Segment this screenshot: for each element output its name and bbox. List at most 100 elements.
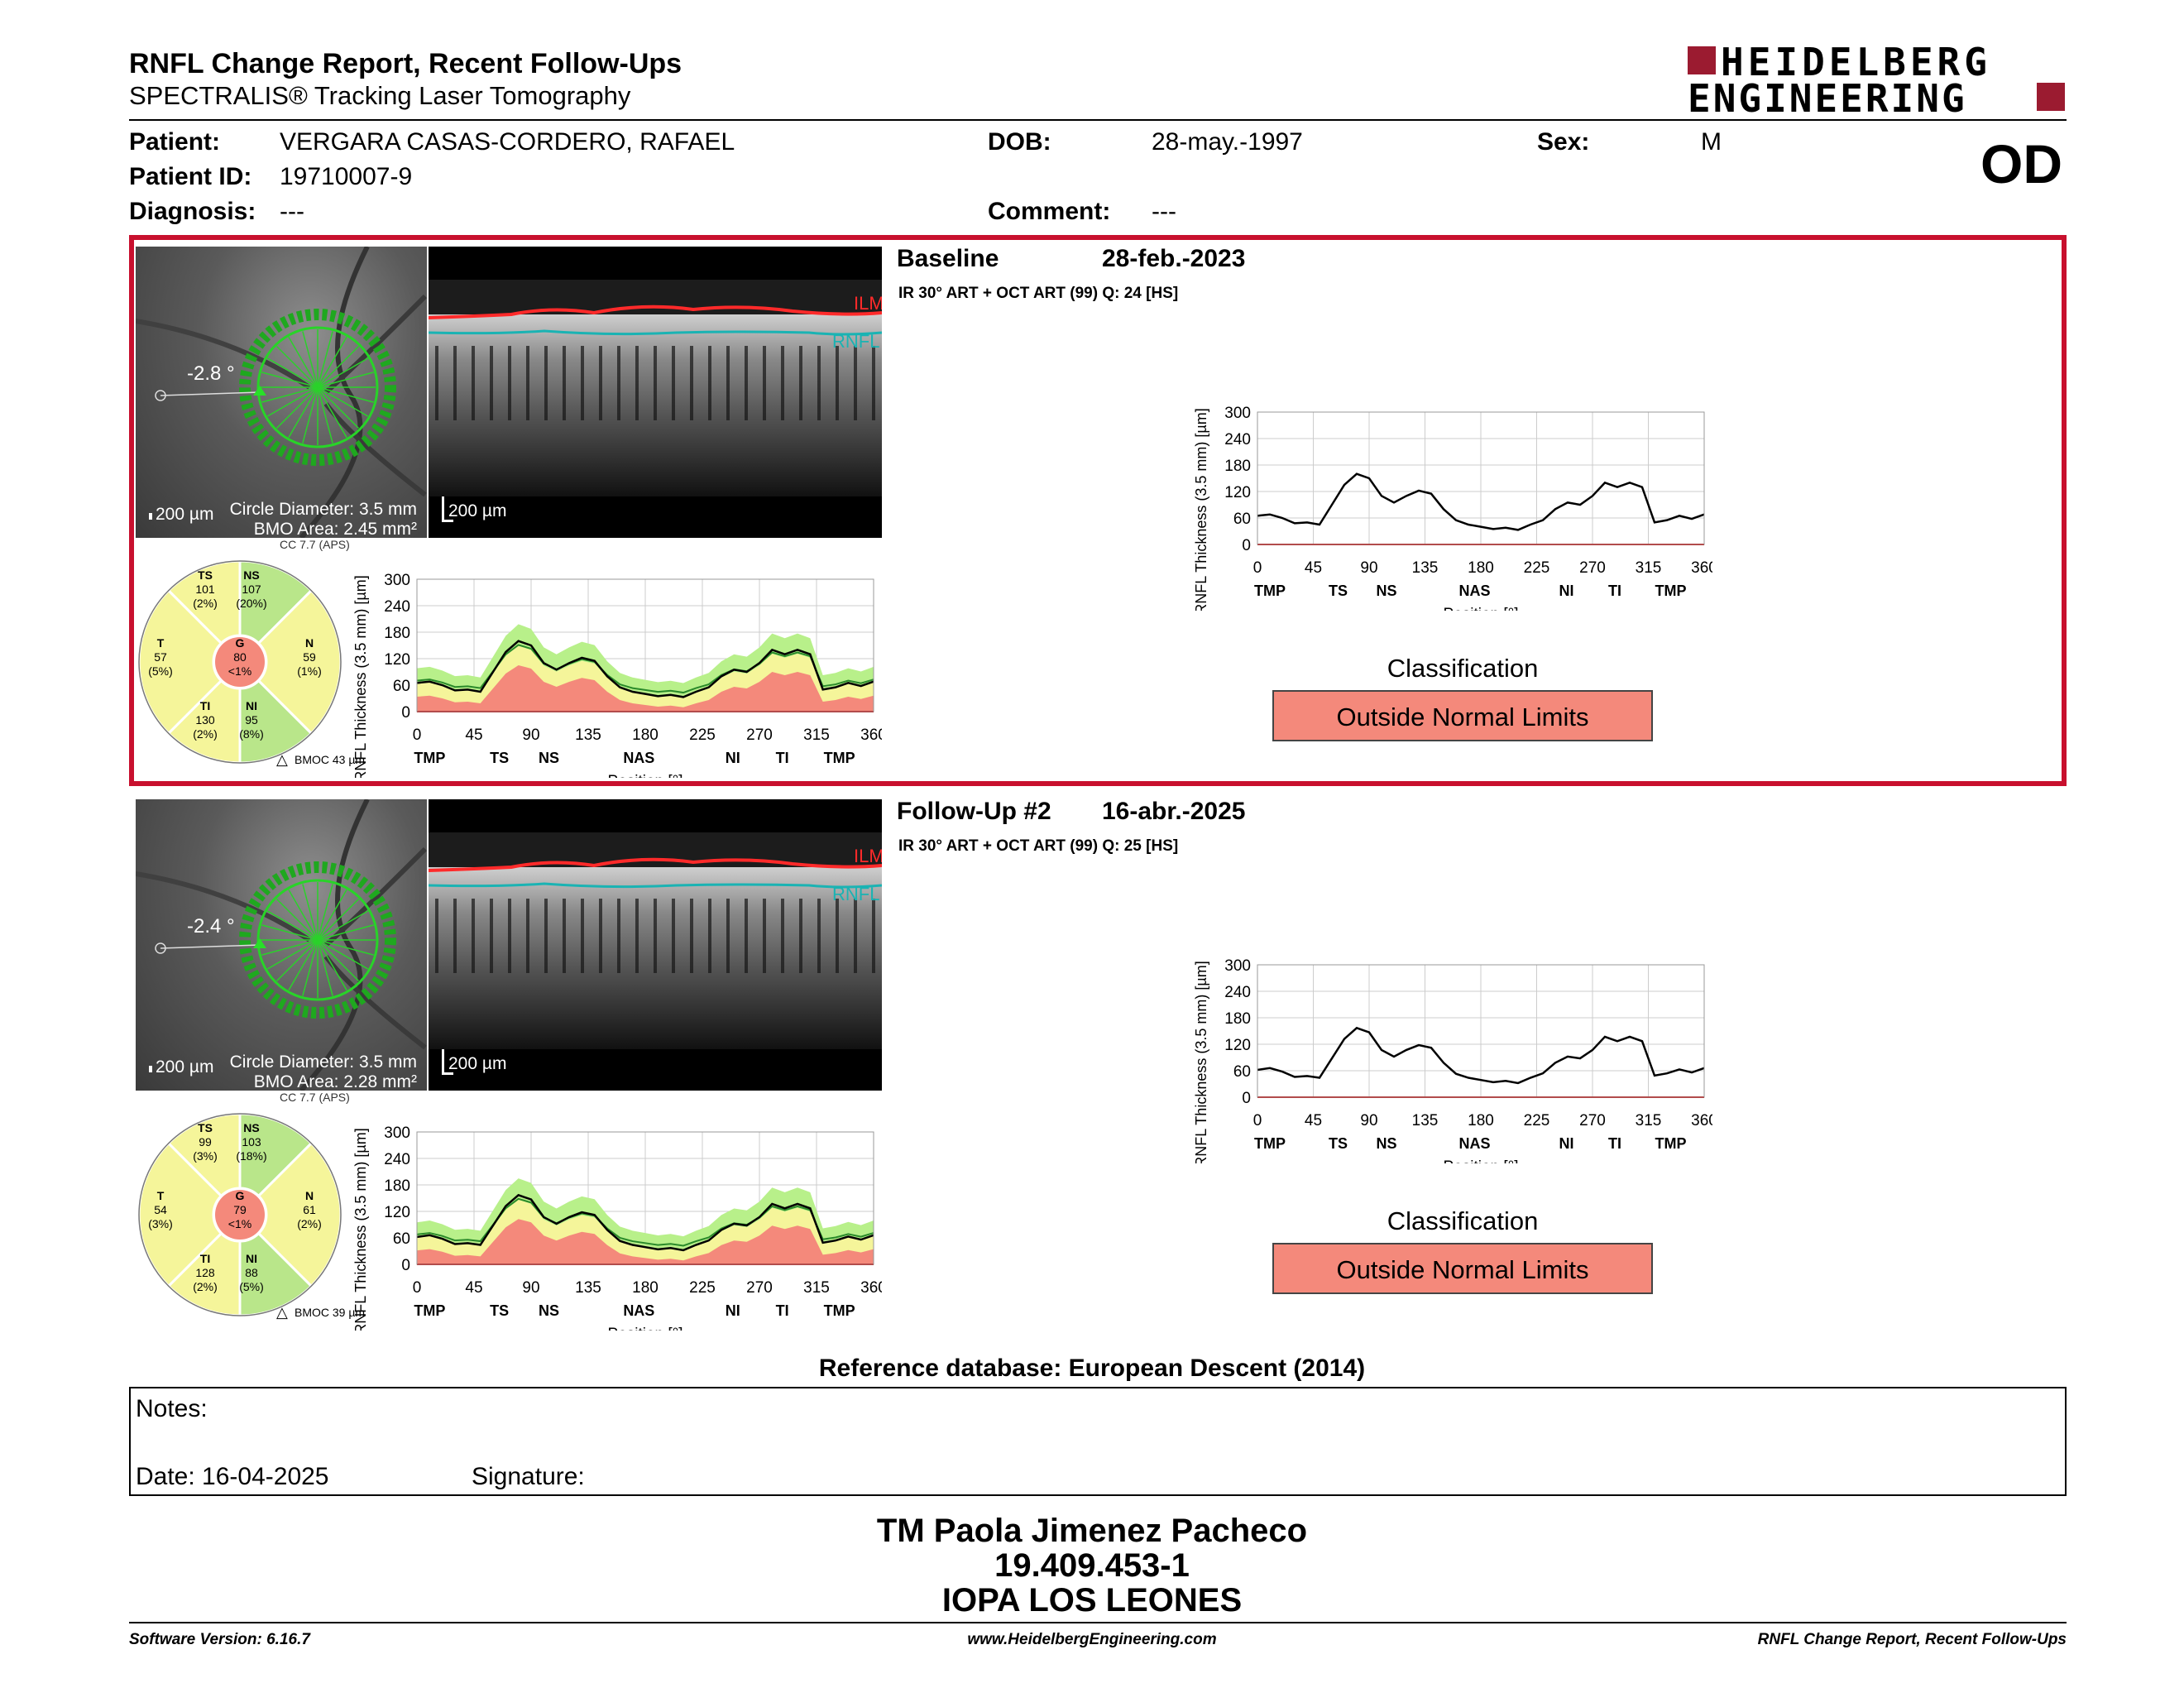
scan-title: Baseline [897, 245, 999, 272]
scan-title: Follow-Up #2 [897, 798, 1051, 825]
sector-axis-label: TS [1329, 1135, 1348, 1152]
sector-axis-label: NI [726, 750, 740, 766]
y-tick-label: 120 [384, 651, 410, 669]
y-tick-label: 60 [393, 1230, 410, 1248]
bmo-area: BMO Area: 2.45 mm² [253, 520, 417, 538]
sector-t-value: 57 [154, 650, 167, 664]
x-tick-label: 360 [1691, 1112, 1712, 1129]
scan-acquisition: IR 30° ART + OCT ART (99) Q: 25 [HS] [898, 837, 1179, 855]
sector-t-value: 54 [154, 1203, 167, 1216]
sector-g [215, 1190, 265, 1240]
y-tick-label: 180 [384, 625, 410, 642]
sex-label: Sex: [1537, 128, 1590, 156]
sector-ni-value: 95 [245, 713, 258, 727]
footer-report-name: RNFL Change Report, Recent Follow-Ups [1757, 1631, 2067, 1648]
oct-bscan: ILM RNFL 200 µm [429, 799, 882, 1091]
x-tick-label: 45 [465, 727, 482, 744]
x-tick-label: 270 [746, 1279, 773, 1297]
outside-band [417, 665, 874, 712]
sector-ns-label: NS [243, 1121, 259, 1134]
sector-ns-label: NS [243, 568, 259, 582]
sector-axis-label: TS [1329, 583, 1348, 599]
sector-ti-pct: (2%) [193, 727, 218, 741]
sector-ni-label: NI [246, 699, 257, 712]
x-tick-label: 225 [689, 727, 716, 744]
cc-label: CC 7.7 (APS) [280, 1091, 350, 1104]
sector-g-pct: <1% [228, 664, 251, 678]
x-tick-label: 135 [575, 727, 601, 744]
thickness-line [1257, 1026, 1705, 1085]
sector-axis-label: TMP [824, 750, 855, 766]
comment-label: Comment: [988, 198, 1111, 225]
classification-result: Outside Normal Limits [1272, 1243, 1653, 1294]
fundus-scale: 200 µm [156, 1057, 214, 1077]
oct-scale: 200 µm [448, 501, 506, 520]
y-tick-label: 180 [1224, 1010, 1251, 1028]
x-tick-label: 315 [1636, 559, 1662, 577]
x-tick-label: 270 [1579, 1112, 1606, 1129]
sector-g-label: G [236, 1189, 245, 1202]
fundus-angle: -2.4 ° [187, 915, 235, 938]
x-tick-label: 90 [522, 727, 539, 744]
x-tick-label: 225 [1524, 1112, 1550, 1129]
y-axis-label: RNFL Thickness (3.5 mm) [µm] [352, 1128, 369, 1331]
signature-label: Signature: [472, 1463, 585, 1490]
x-tick-label: 360 [860, 1279, 882, 1297]
x-tick-label: 315 [803, 727, 830, 744]
sector-ts-label: TS [198, 568, 213, 582]
scan-acquisition: IR 30° ART + OCT ART (99) Q: 24 [HS] [898, 285, 1179, 302]
report-subtitle: SPECTRALIS® Tracking Laser Tomography [129, 81, 631, 110]
fundus-image: -2.8 ° 200 µm Circle Diameter: 3.5 mm BMO A… [136, 247, 427, 538]
footer-website[interactable]: www.HeidelbergEngineering.com [967, 1631, 1217, 1648]
rnfl-label: RNFL [832, 884, 879, 904]
thickness-profile-chart: 06012018024030004590135180225270315360TM… [1193, 405, 1712, 611]
y-tick-label: 120 [1224, 484, 1251, 501]
sector-ns-pct: (20%) [236, 597, 266, 610]
classification-result: Outside Normal Limits [1272, 690, 1653, 741]
sector-n-label: N [305, 1189, 314, 1202]
y-tick-label: 120 [384, 1204, 410, 1221]
sector-g [215, 637, 265, 687]
x-tick-label: 90 [522, 1279, 539, 1297]
sector-t-pct: (5%) [148, 664, 173, 678]
dob-label: DOB: [988, 128, 1051, 156]
sector-axis-label: TMP [1655, 583, 1687, 599]
bmo-area: BMO Area: 2.28 mm² [253, 1072, 417, 1091]
y-tick-label: 300 [384, 572, 410, 589]
diagnosis-label: Diagnosis: [129, 198, 256, 225]
sector-axis-label: TMP [414, 750, 445, 766]
y-tick-label: 0 [401, 1257, 410, 1274]
oct-bscan: ILM RNFL 200 µm [429, 247, 882, 538]
sector-axis-label: TMP [1254, 583, 1286, 599]
x-tick-label: 180 [1468, 559, 1494, 577]
sector-axis-label: NS [539, 750, 559, 766]
scan-panel-1: -2.4 ° 200 µm Circle Diameter: 3.5 mm BMO A… [0, 793, 2184, 1339]
fundus-angle: -2.8 ° [187, 362, 235, 385]
y-tick-label: 240 [384, 598, 410, 616]
x-tick-label: 270 [746, 727, 773, 744]
circle-diameter: Circle Diameter: 3.5 mm [229, 500, 417, 519]
thickness-line [416, 1193, 874, 1252]
scan-date: 28-feb.-2023 [1102, 245, 1246, 272]
sector-ni-value: 88 [245, 1266, 258, 1279]
patient-name: VERGARA CASAS-CORDERO, RAFAEL [280, 128, 735, 156]
sector-ni-label: NI [246, 1252, 257, 1265]
sector-pie-chart: TS99(3%)NS103(18%)T54(3%)G79<1%N61(2%)TI… [137, 1112, 342, 1317]
signer-name: TM Paola Jimenez Pacheco [876, 1513, 1308, 1549]
y-tick-label: 60 [393, 678, 410, 695]
sector-axis-label: TS [490, 1302, 509, 1319]
sector-axis-label: NAS [623, 750, 654, 766]
sector-axis-label: NS [1376, 1135, 1396, 1152]
sector-ni-pct: (8%) [239, 727, 264, 741]
fundus-image: -2.4 ° 200 µm Circle Diameter: 3.5 mm BMO A… [136, 799, 427, 1091]
x-tick-label: 0 [1253, 1112, 1262, 1129]
sector-g-label: G [236, 636, 245, 650]
sector-axis-label: NI [1559, 583, 1574, 599]
sector-axis-label: TI [1608, 583, 1621, 599]
x-tick-label: 135 [1412, 1112, 1439, 1129]
x-tick-label: 45 [1305, 1112, 1322, 1129]
rnfl-label: RNFL [832, 331, 879, 352]
y-tick-label: 240 [384, 1151, 410, 1168]
sector-axis-label: NI [1559, 1135, 1574, 1152]
x-tick-label: 360 [1691, 559, 1712, 577]
